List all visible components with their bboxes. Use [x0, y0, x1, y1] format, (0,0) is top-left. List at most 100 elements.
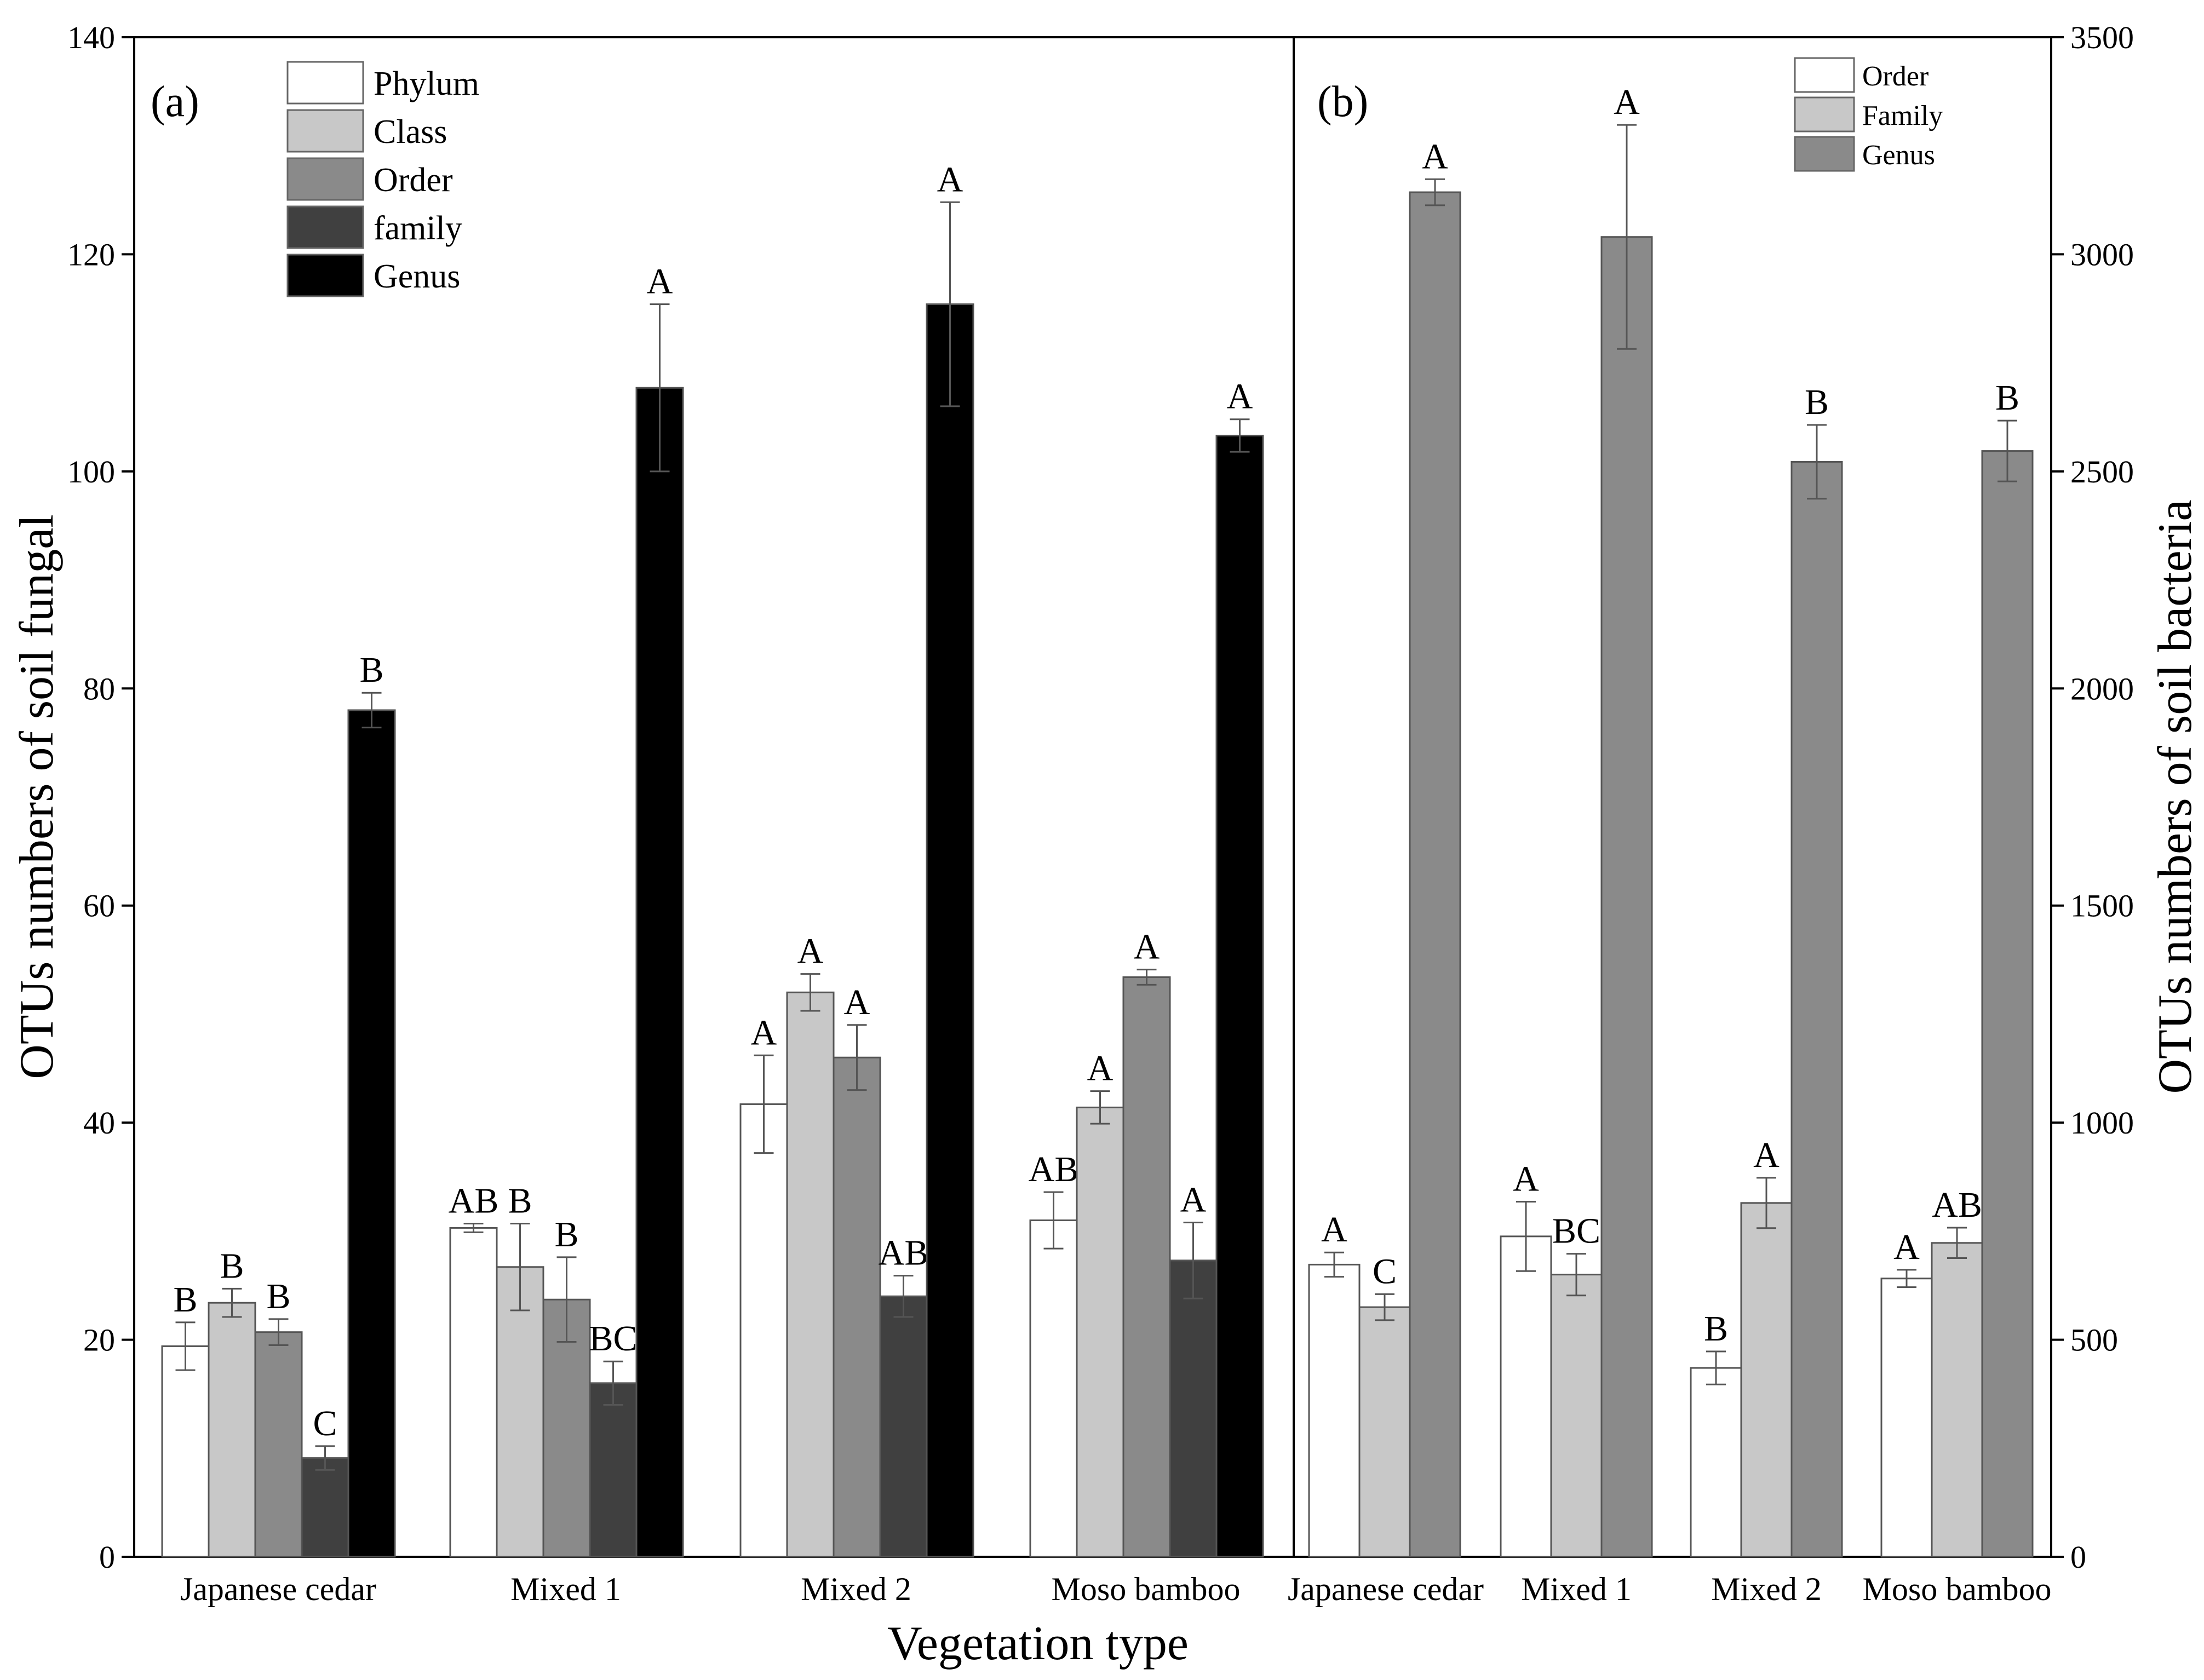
- significance-letter: A: [844, 982, 870, 1022]
- panel-b-label: (b): [1317, 78, 1368, 126]
- bar-genus: [1981, 450, 2034, 1558]
- legend-b: Order Family Genus: [1794, 57, 1943, 172]
- bar-genus: [1790, 461, 1843, 1558]
- significance-letter: B: [1995, 378, 2019, 418]
- legend-swatch-order: [1794, 57, 1855, 93]
- bar-class: [786, 991, 835, 1558]
- bar-order: [1500, 1235, 1552, 1558]
- bar-class: [208, 1302, 256, 1558]
- panel-b-frame: [1293, 36, 2052, 1558]
- y-tick-label-right: 2000: [2070, 671, 2134, 706]
- significance-letter: AB: [879, 1233, 929, 1273]
- bar-family: [1358, 1306, 1411, 1558]
- bar-family: [1931, 1242, 1983, 1558]
- bar-order: [1122, 976, 1171, 1558]
- bar-family: [1169, 1259, 1218, 1558]
- bar-phylum: [1029, 1219, 1078, 1558]
- legend-swatch-genus: [286, 254, 364, 297]
- significance-letter: AB: [1029, 1149, 1079, 1189]
- significance-letter: AB: [1932, 1185, 1982, 1225]
- significance-letter: B: [554, 1215, 578, 1255]
- y-tick-label-left: 140: [67, 20, 115, 55]
- significance-letter: A: [1513, 1159, 1539, 1199]
- legend-label: Order: [1862, 61, 1929, 92]
- bar-genus: [1409, 191, 1461, 1558]
- category-label: Moso bamboo: [1863, 1571, 2052, 1607]
- bar-genus: [1215, 434, 1264, 1558]
- bar-family: [589, 1382, 638, 1558]
- y-tick-label-right: 0: [2070, 1539, 2086, 1575]
- y-tick-label-right: 1500: [2070, 888, 2134, 924]
- significance-letter: B: [173, 1280, 197, 1320]
- significance-letter: C: [1373, 1251, 1397, 1291]
- bar-order: [833, 1056, 881, 1558]
- significance-letter: A: [797, 931, 824, 971]
- legend-label: Order: [374, 162, 453, 199]
- category-label: Mixed 1: [510, 1571, 621, 1607]
- legend-label: Phylum: [374, 65, 479, 102]
- bar-family: [1550, 1274, 1603, 1558]
- y-tick-label-left: 40: [83, 1105, 115, 1141]
- significance-letter: B: [1805, 382, 1829, 422]
- significance-letter: AB: [449, 1181, 499, 1221]
- legend-label: Family: [1862, 100, 1943, 131]
- significance-letter: A: [1227, 377, 1253, 417]
- category-label: Mixed 1: [1521, 1571, 1632, 1607]
- y-tick-label-left: 60: [83, 888, 115, 924]
- significance-letter: B: [266, 1276, 290, 1316]
- bar-family: [301, 1457, 349, 1558]
- bar-phylum: [161, 1345, 210, 1558]
- legend-label: Genus: [1862, 140, 1935, 171]
- significance-letter: A: [751, 1012, 777, 1052]
- bar-genus: [1600, 236, 1653, 1558]
- y-axis-label-left: OTUs numbers of soil fungal: [10, 514, 64, 1079]
- significance-letter: BC: [589, 1319, 637, 1359]
- significance-letter: A: [1321, 1210, 1347, 1250]
- bar-genus: [635, 387, 684, 1558]
- y-tick-label-right: 3000: [2070, 237, 2134, 272]
- bar-class: [496, 1266, 544, 1558]
- significance-letter: A: [1134, 927, 1160, 967]
- significance-letter: A: [1893, 1227, 1920, 1267]
- significance-letter: A: [1753, 1135, 1780, 1175]
- bar-genus: [926, 303, 974, 1558]
- panel-a-label: (a): [151, 78, 199, 126]
- legend-label: family: [374, 210, 462, 247]
- y-tick-label-right: 2500: [2070, 454, 2134, 490]
- significance-letter: C: [313, 1403, 337, 1443]
- significance-letter: A: [647, 262, 673, 302]
- legend-swatch-family: [1794, 96, 1855, 133]
- legend-swatch-family: [286, 205, 364, 249]
- y-tick-label-left: 20: [83, 1322, 115, 1358]
- significance-letter: BC: [1552, 1211, 1600, 1251]
- category-label: Japanese cedar: [1288, 1571, 1484, 1607]
- category-label: Moso bamboo: [1052, 1571, 1241, 1607]
- bar-family: [1740, 1202, 1793, 1558]
- y-axis-label-right: OTUs numbers of soil bacteria: [2149, 499, 2202, 1094]
- legend-swatch-class: [286, 109, 364, 153]
- legend-a: Phylum Class Order family Genus: [286, 61, 479, 297]
- significance-letter: A: [1180, 1180, 1207, 1220]
- bar-family: [879, 1295, 928, 1558]
- bar-phylum: [739, 1103, 788, 1558]
- significance-letter: A: [937, 159, 963, 199]
- significance-letter: A: [1087, 1049, 1114, 1089]
- y-tick-label-right: 1000: [2070, 1105, 2134, 1141]
- bar-genus: [347, 709, 396, 1558]
- y-tick-label-right: 3500: [2070, 20, 2134, 55]
- significance-letter: B: [1704, 1309, 1728, 1349]
- y-tick-label-left: 0: [99, 1539, 115, 1575]
- y-tick-label-left: 120: [67, 237, 115, 272]
- category-label: Mixed 2: [801, 1571, 911, 1607]
- y-tick-label-left: 100: [67, 454, 115, 490]
- bar-class: [1076, 1106, 1124, 1558]
- significance-letter: B: [508, 1181, 532, 1221]
- legend-label: Class: [374, 113, 447, 151]
- bar-order: [254, 1331, 303, 1558]
- legend-label: Genus: [374, 258, 460, 295]
- y-tick-label-left: 80: [83, 671, 115, 706]
- category-label: Mixed 2: [1711, 1571, 1822, 1607]
